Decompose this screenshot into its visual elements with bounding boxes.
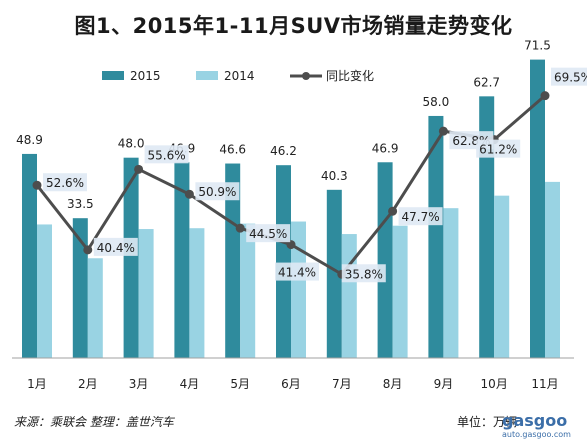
unit-note: 单位：万辆 [457, 415, 518, 429]
bar-2015 [326, 189, 342, 358]
yoy-label-bg [144, 145, 189, 164]
bar-2014 [37, 224, 52, 358]
x-tick-label: 9月 [434, 377, 454, 391]
bar-value-label: 58.0 [423, 95, 450, 109]
yoy-point [134, 164, 144, 174]
bar-2014 [189, 228, 205, 358]
legend: 2015 2014 同比变化 [102, 68, 374, 83]
yoy-point [388, 206, 398, 216]
legend-swatch-2014 [196, 71, 218, 80]
gasgoo-logo: gasgoo auto.gasgoo.com [502, 411, 571, 439]
bar-2015 [428, 115, 444, 359]
yoy-label-bg [398, 207, 443, 226]
x-tick-label: 1月 [27, 377, 47, 391]
bar-2014 [87, 258, 103, 358]
x-tick-label: 10月 [481, 377, 508, 391]
yoy-value-label: 47.7% [402, 210, 440, 224]
source-note: 来源：乘联会 整理：盖世汽车 [14, 415, 174, 429]
yoy-point [32, 180, 42, 190]
yoy-point [83, 245, 93, 255]
chart-title: 图1、2015年1-11月SUV市场销量走势变化 [74, 14, 513, 38]
x-tick-label: 7月 [332, 377, 352, 391]
x-tick-label: 5月 [230, 377, 250, 391]
bar-value-label: 40.3 [321, 169, 348, 183]
legend-label-2015: 2015 [130, 69, 161, 83]
yoy-value-label: 35.8% [345, 267, 383, 281]
yoy-point [540, 91, 550, 101]
yoy-label-bg [93, 237, 138, 256]
bar-2015 [276, 165, 291, 358]
x-tick-label: 3月 [129, 377, 149, 391]
bar-2015 [174, 162, 190, 358]
bar-value-label: 48.0 [118, 137, 145, 151]
watermark-url: auto.gasgoo.com [502, 430, 571, 439]
bars-2015 [22, 59, 545, 359]
yoy-label-bg [341, 264, 386, 283]
bar-value-label: 46.6 [219, 143, 246, 157]
bar-2015 [530, 59, 545, 359]
yoy-labels: 52.6% 40.4% 55.6% 50.9% 44.5% 41.4% 35.8% 47.7%… [43, 67, 587, 283]
x-tick-label: 6月 [281, 377, 301, 391]
yoy-value-label: 41.4% [278, 266, 316, 280]
bar-2015 [22, 153, 37, 358]
bar-2015 [377, 162, 393, 358]
yoy-value-label: 69.5% [554, 71, 587, 85]
yoy-point [235, 223, 245, 233]
yoy-label-bg [246, 224, 291, 243]
x-tick-label: 8月 [383, 377, 403, 391]
yoy-label-bg [551, 67, 587, 86]
yoy-value-label: 50.9% [198, 185, 236, 199]
bar-2014 [443, 208, 459, 358]
bar-value-label: 33.5 [67, 197, 94, 211]
bars-2014 [37, 181, 560, 358]
bar-2014 [392, 225, 408, 358]
bar-2015 [225, 163, 241, 358]
yoy-value-label: 44.5% [249, 227, 287, 241]
yoy-point [286, 240, 296, 250]
yoy-value-label: 40.4% [97, 241, 135, 255]
yoy-value-label: 52.6% [46, 176, 84, 190]
bar-value-label: 46.2 [270, 144, 297, 158]
bar-2015 [72, 218, 88, 358]
watermark-brand: gasgoo [502, 411, 567, 430]
x-ticks: 1月 2月 3月 4月 5月 6月 7月 8月 9月 10月 11月 [27, 377, 558, 391]
yoy-label-bg [275, 262, 319, 281]
yoy-label-bg [43, 173, 87, 192]
yoy-label-bg [476, 139, 521, 158]
bar-value-label: 71.5 [524, 39, 551, 53]
legend-label-yoy: 同比变化 [326, 68, 374, 83]
bar-2014 [545, 181, 560, 358]
legend-marker-yoy [302, 72, 310, 80]
bar-2014 [240, 223, 256, 358]
yoy-label-bg [195, 182, 240, 201]
bar-2014 [494, 195, 510, 358]
yoy-point [184, 189, 194, 199]
x-tick-label: 4月 [180, 377, 200, 391]
yoy-value-label: 55.6% [148, 148, 186, 162]
x-tick-label: 2月 [78, 377, 98, 391]
bar-value-label: 62.7 [473, 75, 500, 89]
bar-value-label: 48.9 [16, 133, 43, 147]
yoy-point [438, 126, 448, 136]
yoy-value-label: 61.2% [479, 143, 517, 157]
x-tick-label: 11月 [531, 377, 558, 391]
bar-2015 [479, 96, 495, 358]
legend-swatch-2015 [102, 71, 124, 80]
bar-2014 [138, 229, 154, 358]
bar-value-label: 46.9 [372, 141, 399, 155]
legend-label-2014: 2014 [224, 69, 255, 83]
bar-2014 [341, 234, 357, 358]
bar-2014 [291, 221, 306, 358]
bar-2015 [123, 157, 139, 358]
